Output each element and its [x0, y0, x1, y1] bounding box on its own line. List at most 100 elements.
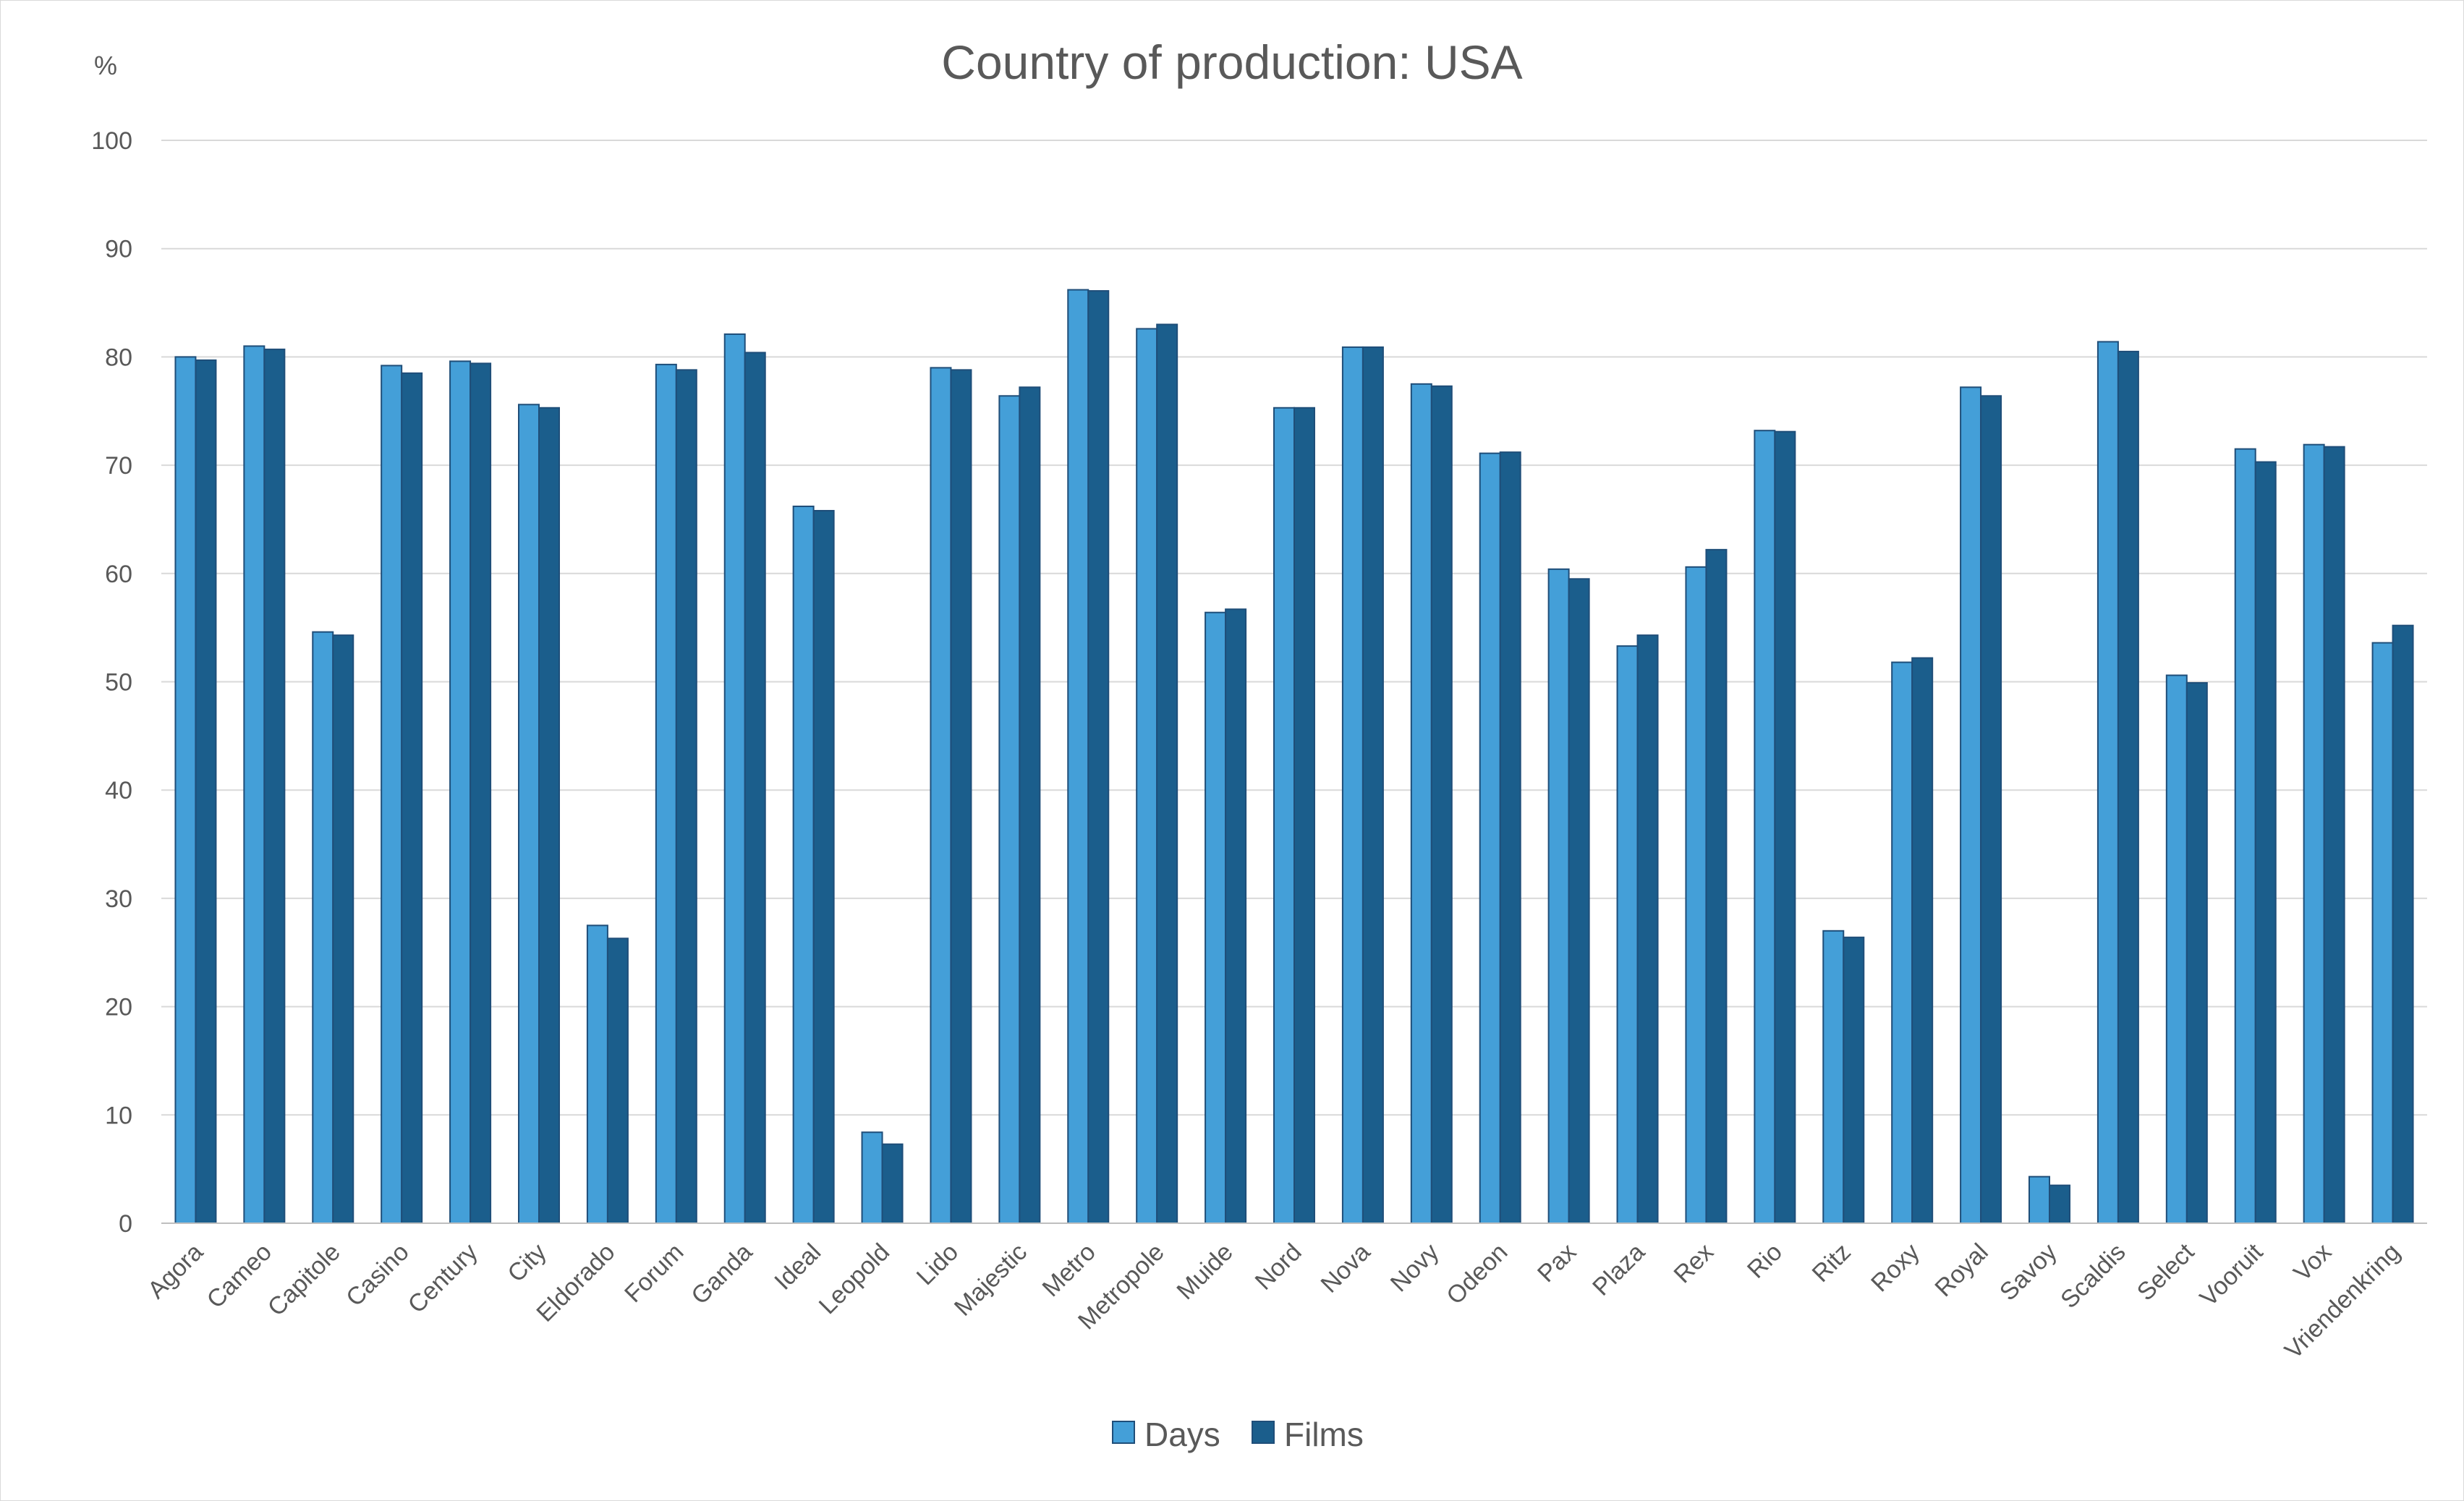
bar-films-rex: [1705, 548, 1728, 1224]
bar-days-cameo: [243, 345, 265, 1224]
bar-films-novy: [1430, 385, 1453, 1224]
bar-days-vox: [2303, 443, 2325, 1224]
bar-days-nova: [1341, 346, 1364, 1224]
bar-films-forum: [675, 369, 697, 1224]
bar-days-metropole: [1136, 328, 1158, 1224]
y-tick-label: 0: [119, 1210, 132, 1238]
bar-films-leopold: [881, 1143, 904, 1224]
x-category-label: Novy: [1385, 1238, 1445, 1298]
bar-films-metro: [1087, 290, 1110, 1224]
bar-days-rex: [1685, 566, 1707, 1224]
bar-films-rio: [1774, 430, 1796, 1224]
bar-films-pax: [1568, 578, 1590, 1224]
bar-days-odeon: [1479, 452, 1501, 1224]
bar-days-savoy: [2028, 1175, 2050, 1225]
bar-films-lido: [950, 369, 972, 1224]
x-category-label: Rex: [1668, 1238, 1719, 1289]
x-category-label: Pax: [1532, 1238, 1581, 1288]
bar-films-ganda: [744, 352, 766, 1224]
bars: [174, 289, 2414, 1225]
y-tick-label: 10: [105, 1102, 132, 1129]
x-category-label: Savoy: [1994, 1238, 2062, 1306]
y-tick-label: 20: [105, 994, 132, 1021]
x-category-label: Ideal: [769, 1238, 826, 1296]
bar-days-leopold: [861, 1131, 883, 1224]
x-category-label: Nova: [1316, 1238, 1376, 1298]
x-category-label: Select: [2132, 1238, 2200, 1306]
x-category-label: Lido: [912, 1238, 964, 1290]
bar-days-ritz: [1822, 930, 1845, 1225]
x-category-label: Agora: [143, 1238, 208, 1304]
x-category-label: Leopold: [814, 1238, 895, 1319]
x-category-label: Royal: [1929, 1238, 1993, 1302]
y-axis-unit-label: %: [94, 51, 117, 80]
bar-days-roxy: [1891, 661, 1913, 1224]
bar-films-city: [538, 407, 560, 1224]
bar-days-ideal: [792, 505, 815, 1224]
bar-films-muide: [1225, 608, 1247, 1224]
bar-films-cameo: [263, 348, 286, 1224]
bar-days-forum: [655, 363, 677, 1224]
y-tick-label: 100: [91, 127, 132, 155]
legend-label-days: Days: [1144, 1416, 1220, 1453]
y-tick-label: 80: [105, 344, 132, 371]
chart-title: Country of production: USA: [941, 35, 1522, 89]
y-axis-tick-labels: 0 10 20 30 40 50 60 70 80 90 100: [91, 127, 132, 1238]
x-category-label: Forum: [619, 1238, 689, 1308]
x-category-label: Odeon: [1441, 1238, 1513, 1310]
bar-films-ritz: [1843, 936, 1865, 1224]
x-category-label: Muide: [1171, 1238, 1238, 1305]
bar-days-scaldis: [2096, 341, 2119, 1224]
x-category-label: Rio: [1742, 1238, 1788, 1284]
bar-films-roxy: [1911, 657, 1934, 1224]
x-category-label: Ganda: [686, 1238, 757, 1310]
bar-films-majestic: [1019, 386, 1041, 1224]
bar-films-vooruit: [2254, 461, 2277, 1224]
bar-films-casino: [401, 372, 423, 1224]
y-tick-label: 60: [105, 561, 132, 588]
bar-days-ganda: [723, 333, 746, 1224]
x-category-label: City: [502, 1238, 551, 1288]
bar-days-select: [2165, 674, 2188, 1224]
bar-films-agora: [195, 359, 217, 1224]
bar-days-city: [518, 404, 540, 1225]
bar-films-century: [470, 362, 492, 1225]
x-category-label: Century: [403, 1238, 483, 1319]
legend: Days Films: [1112, 1416, 1364, 1453]
bar-films-nova: [1361, 346, 1384, 1224]
legend-swatch-films: [1252, 1421, 1275, 1444]
x-category-label: Capitole: [263, 1238, 346, 1322]
legend-swatch-days: [1112, 1421, 1135, 1444]
bar-days-vooruit: [2234, 448, 2256, 1224]
bar-films-ideal: [812, 509, 835, 1224]
y-tick-label: 30: [105, 885, 132, 913]
x-category-label: Nord: [1250, 1238, 1307, 1296]
x-category-label: Roxy: [1866, 1238, 1925, 1298]
bar-days-plaza: [1616, 645, 1639, 1224]
bar-days-vriendenkring: [2371, 642, 2394, 1224]
bar-films-plaza: [1636, 634, 1659, 1224]
x-category-label: Vox: [2288, 1238, 2337, 1287]
bar-days-lido: [930, 367, 952, 1224]
x-category-label: Ritz: [1807, 1238, 1856, 1288]
bar-days-novy: [1410, 383, 1432, 1225]
bar-films-savoy: [2049, 1184, 2070, 1224]
bar-days-pax: [1547, 568, 1570, 1224]
bar-films-nord: [1293, 407, 1315, 1224]
bar-films-scaldis: [2117, 350, 2139, 1224]
bar-days-century: [449, 360, 472, 1225]
bar-days-majestic: [998, 395, 1021, 1224]
bar-days-agora: [174, 356, 197, 1224]
bar-days-rio: [1754, 430, 1776, 1224]
bar-days-casino: [381, 365, 403, 1225]
x-category-label: Vooruit: [2195, 1238, 2269, 1311]
y-tick-label: 50: [105, 669, 132, 697]
y-tick-label: 70: [105, 452, 132, 480]
bar-films-capitole: [332, 634, 354, 1224]
bar-films-eldorado: [606, 937, 629, 1224]
x-category-label: Scaldis: [2055, 1238, 2130, 1314]
bar-days-metro: [1067, 289, 1089, 1224]
